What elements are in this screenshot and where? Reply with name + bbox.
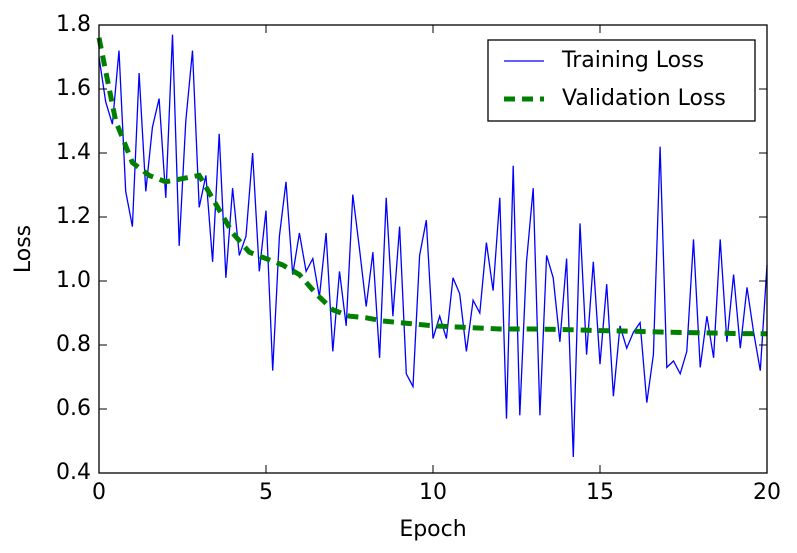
x-axis-label: Epoch — [399, 517, 466, 542]
y-tick-label: 0.8 — [56, 332, 91, 357]
y-tick-label: 1.4 — [56, 140, 91, 165]
y-tick-label: 0.4 — [56, 460, 91, 485]
y-tick-label: 1.6 — [56, 76, 91, 101]
y-tick-label: 1.2 — [56, 204, 91, 229]
x-tick-label: 20 — [753, 480, 781, 505]
y-tick-label: 1.8 — [56, 12, 91, 37]
y-axis-label: Loss — [11, 225, 36, 273]
x-tick-label: 15 — [586, 480, 614, 505]
y-tick-label: 0.6 — [56, 396, 91, 421]
legend-label: Training Loss — [561, 48, 704, 73]
x-tick-label: 5 — [259, 480, 273, 505]
data-line — [96, 37, 768, 337]
legend-label: Validation Loss — [562, 86, 726, 111]
legend-box — [487, 39, 756, 122]
data-line — [98, 34, 768, 458]
x-tick-label: 0 — [92, 480, 106, 505]
x-tick-label: 10 — [419, 480, 447, 505]
y-tick-label: 1.0 — [56, 268, 91, 293]
